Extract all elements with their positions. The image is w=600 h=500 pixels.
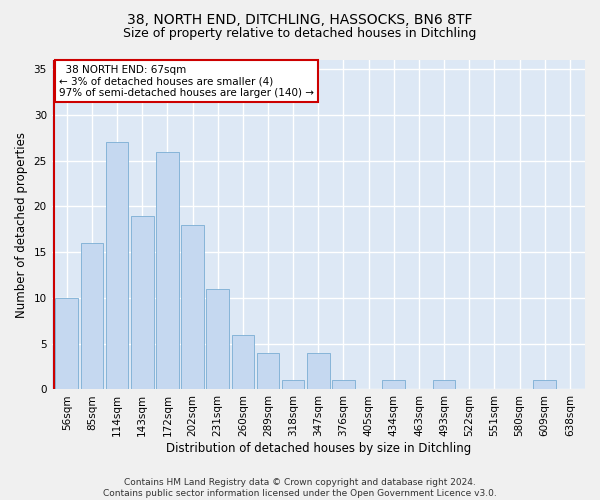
Text: Size of property relative to detached houses in Ditchling: Size of property relative to detached ho… — [124, 28, 476, 40]
Bar — [80, 243, 103, 390]
Bar — [206, 289, 229, 390]
Bar — [106, 142, 128, 390]
Text: 38 NORTH END: 67sqm
← 3% of detached houses are smaller (4)
97% of semi-detached: 38 NORTH END: 67sqm ← 3% of detached hou… — [59, 64, 314, 98]
Bar — [382, 380, 405, 390]
Bar — [282, 380, 304, 390]
Bar — [332, 380, 355, 390]
Text: 38, NORTH END, DITCHLING, HASSOCKS, BN6 8TF: 38, NORTH END, DITCHLING, HASSOCKS, BN6 … — [127, 12, 473, 26]
Bar — [257, 353, 280, 390]
X-axis label: Distribution of detached houses by size in Ditchling: Distribution of detached houses by size … — [166, 442, 471, 455]
Bar — [307, 353, 329, 390]
Bar — [156, 152, 179, 390]
Y-axis label: Number of detached properties: Number of detached properties — [15, 132, 28, 318]
Bar — [181, 224, 204, 390]
Bar — [232, 334, 254, 390]
Bar — [433, 380, 455, 390]
Text: Contains HM Land Registry data © Crown copyright and database right 2024.
Contai: Contains HM Land Registry data © Crown c… — [103, 478, 497, 498]
Bar — [55, 298, 78, 390]
Bar — [131, 216, 154, 390]
Bar — [533, 380, 556, 390]
